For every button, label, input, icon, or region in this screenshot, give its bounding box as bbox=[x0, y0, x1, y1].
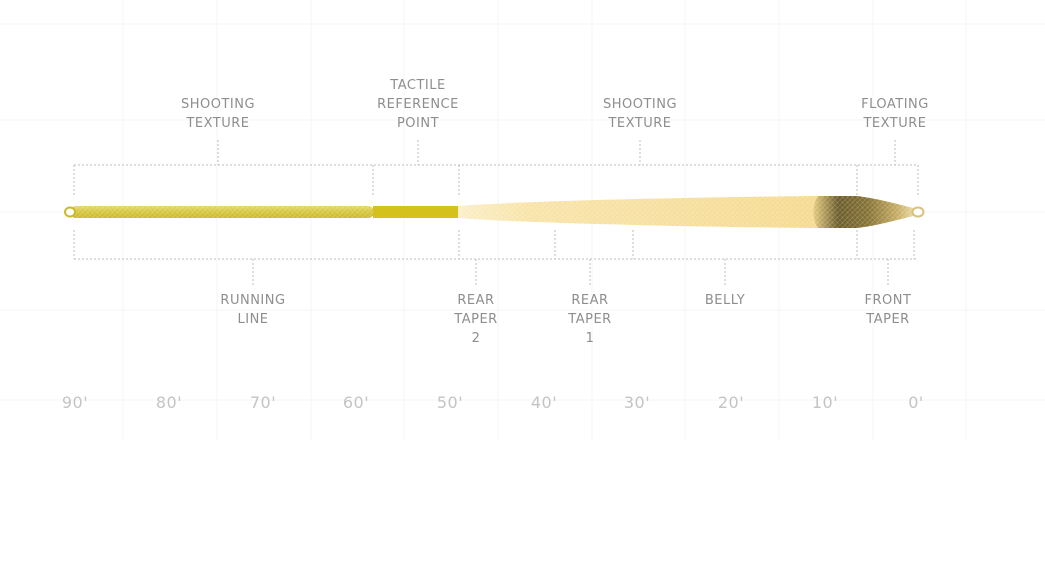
scale-20: 20' bbox=[717, 393, 745, 412]
label-tactile-reference-point: TACTILE REFERENCE POINT bbox=[377, 78, 459, 131]
label-rear-taper-1: REAR TAPER 1 bbox=[568, 293, 612, 346]
running-line-texture bbox=[70, 206, 374, 218]
label-shooting-texture-1: SHOOTING TEXTURE bbox=[180, 97, 256, 131]
scale-60: 60' bbox=[342, 393, 370, 412]
label-belly: BELLY bbox=[704, 293, 746, 308]
fly-line bbox=[64, 196, 925, 228]
floating-tip-texture bbox=[813, 196, 913, 228]
dotted-brackets bbox=[73, 140, 919, 287]
scale-90: 90' bbox=[61, 393, 89, 412]
label-shooting-texture-2: SHOOTING TEXTURE bbox=[602, 97, 678, 131]
scale-10: 10' bbox=[811, 393, 839, 412]
head-texture bbox=[458, 196, 913, 228]
scale-0: 0' bbox=[908, 393, 924, 412]
tactile-reference-segment bbox=[373, 206, 459, 218]
label-rear-taper-2: REAR TAPER 2 bbox=[454, 293, 498, 346]
scale-30: 30' bbox=[623, 393, 651, 412]
front-loop bbox=[911, 206, 925, 218]
label-running-line: RUNNING LINE bbox=[220, 293, 286, 327]
scale-50: 50' bbox=[436, 393, 464, 412]
label-floating-texture: FLOATING TEXTURE bbox=[861, 97, 929, 131]
rear-loop bbox=[64, 206, 76, 218]
scale-40: 40' bbox=[530, 393, 558, 412]
scale-80: 80' bbox=[155, 393, 183, 412]
label-front-taper: FRONT TAPER bbox=[864, 293, 912, 327]
scale-70: 70' bbox=[249, 393, 277, 412]
